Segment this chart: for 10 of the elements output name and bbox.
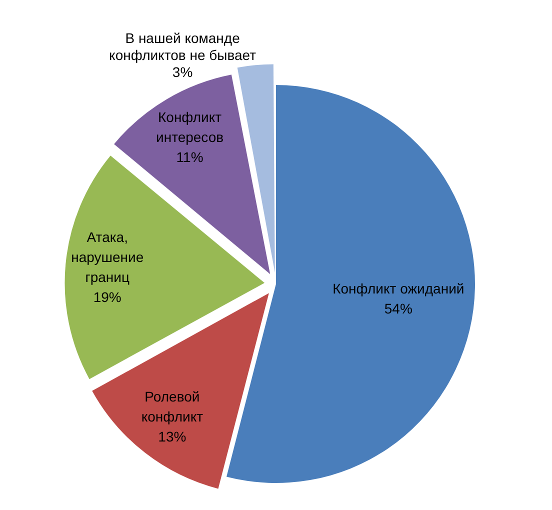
data-label: 3% [172,64,193,80]
data-label: 54% [384,300,412,316]
slice-label: Конфликт ожиданий [332,280,464,296]
data-label: 11% [176,149,204,166]
slice-label: Ролевой конфликт [141,388,204,425]
data-label: 13% [158,428,186,445]
slice-label: Конфликт интересов [156,109,224,146]
slice-label: Атака, нарушение границ [71,228,144,285]
data-label: 19% [93,288,122,305]
slice-label: В нашей команде конфликтов не бывает [109,30,257,63]
